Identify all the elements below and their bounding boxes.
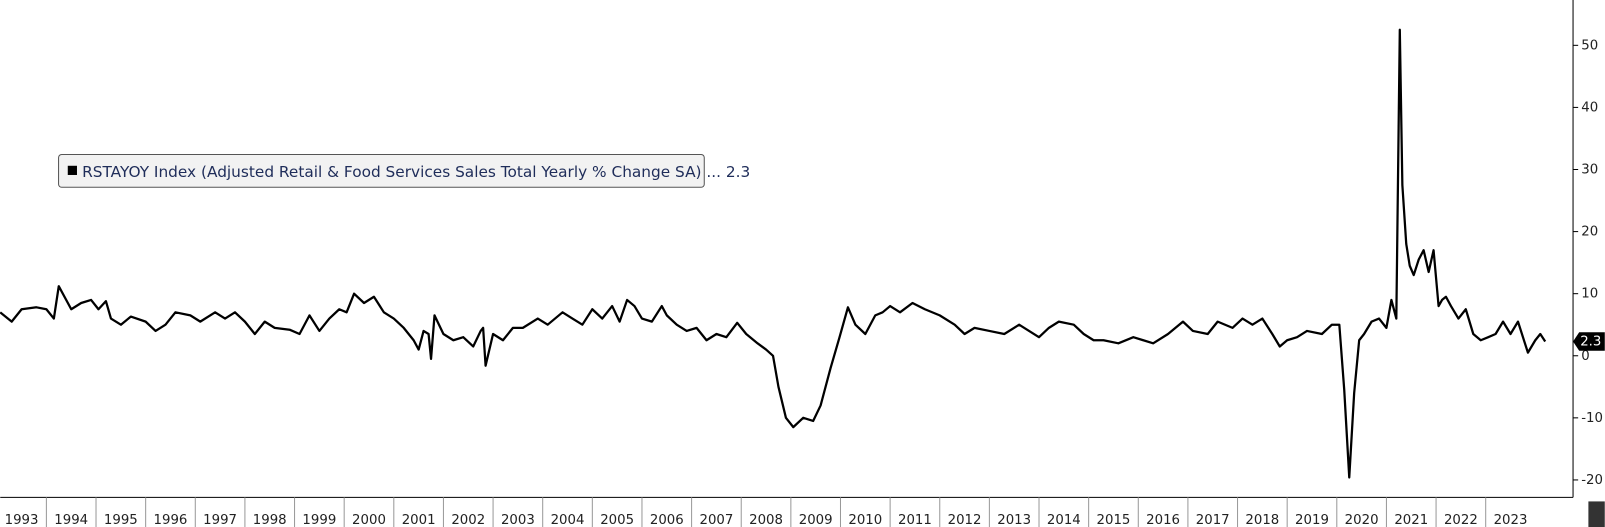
legend-swatch [67, 165, 77, 175]
x-tick-label: 2021 [1394, 513, 1428, 527]
x-tick-label: 2004 [551, 513, 585, 527]
x-tick-label: 2015 [1097, 513, 1131, 527]
x-tick-label: 2023 [1494, 513, 1528, 527]
x-tick-label: 1996 [154, 513, 188, 527]
y-tick-label: 40 [1581, 100, 1598, 115]
x-tick-label: 2014 [1047, 513, 1081, 527]
y-tick-label: 10 [1581, 287, 1598, 302]
x-tick-label: 2007 [699, 513, 733, 527]
legend-last-value: 2.3 [726, 162, 750, 180]
legend-label: RSTAYOY Index (Adjusted Retail & Food Se… [82, 162, 750, 180]
x-tick-label: 2002 [451, 513, 485, 527]
corner-icon [1588, 501, 1605, 527]
y-tick-label: 20 [1581, 225, 1598, 240]
x-tick-label: 1997 [203, 513, 237, 527]
x-tick-label: 2013 [997, 513, 1031, 527]
x-tick-label: 2010 [848, 513, 882, 527]
x-tick-label: 2011 [898, 513, 932, 527]
x-tick-label: 2005 [600, 513, 634, 527]
x-tick-label: 2006 [650, 513, 684, 527]
x-tick-label: 2008 [749, 513, 783, 527]
x-tick-label: 1995 [104, 513, 138, 527]
last-value-box [1573, 332, 1605, 351]
y-tick-label: 0 [1581, 349, 1589, 364]
y-tick-label: -20 [1581, 473, 1603, 488]
x-tick-label: 2000 [352, 513, 386, 527]
y-tick-label: 50 [1581, 38, 1598, 53]
x-tick-label: 2016 [1146, 513, 1180, 527]
x-tick-label: 2017 [1196, 513, 1230, 527]
x-tick-label: 2022 [1444, 513, 1478, 527]
y-tick-label: -10 [1581, 411, 1603, 426]
x-tick-label: 1993 [5, 513, 39, 527]
x-tick-label: 2009 [799, 513, 833, 527]
last-value-label: 2.3 [1580, 334, 1601, 349]
legend: RSTAYOY Index (Adjusted Retail & Food Se… [58, 154, 750, 188]
x-tick-label: 1998 [253, 513, 287, 527]
x-tick-label: 2019 [1295, 513, 1329, 527]
x-tick-label: 2020 [1345, 513, 1379, 527]
x-tick-label: 1999 [302, 513, 336, 527]
y-tick-label: 30 [1581, 163, 1598, 178]
legend-name: RSTAYOY Index (Adjusted Retail & Food Se… [82, 162, 721, 180]
x-tick-label: 2001 [402, 513, 436, 527]
x-tick-label: 1994 [54, 513, 88, 527]
legend-box [58, 154, 705, 188]
x-tick-label: 2018 [1245, 513, 1279, 527]
x-tick-label: 2003 [501, 513, 535, 527]
series-line [0, 28, 1547, 479]
x-tick-label: 2012 [948, 513, 982, 527]
